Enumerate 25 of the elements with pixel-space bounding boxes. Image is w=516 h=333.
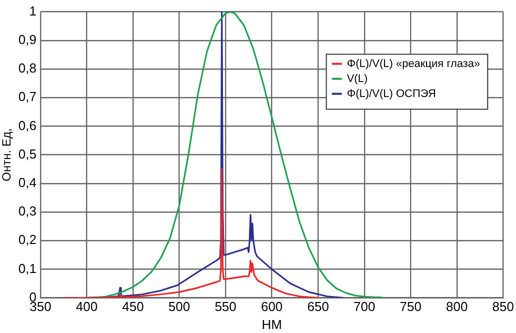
y-tick-label: 1	[29, 3, 36, 18]
y-tick-label: 0,6	[18, 118, 36, 133]
y-tick-label: 0,9	[18, 32, 36, 47]
legend-label: Φ(L)/V(L) «реакция глаза»	[346, 58, 480, 70]
y-tick-label: 0,7	[18, 89, 36, 104]
y-axis-title: Онтн. Ед,	[0, 128, 14, 182]
y-tick-label: 0,2	[18, 232, 36, 248]
y-tick-label: 0,4	[18, 174, 36, 190]
x-tick-label: 550	[214, 299, 236, 314]
legend-label: Φ(L)/V(L) ОСПЭЯ	[346, 88, 436, 100]
x-tick-label: 800	[446, 299, 468, 314]
x-tick-label: 500	[168, 299, 190, 314]
x-axis-title: НМ	[262, 316, 282, 332]
legend-label: V(L)	[346, 72, 368, 85]
y-tick-label: 0,3	[18, 204, 36, 219]
y-tick-label: 0,1	[18, 260, 36, 276]
y-tick-label: 0,8	[18, 60, 36, 76]
x-tick-label: 650	[307, 299, 329, 314]
x-tick-label: 450	[122, 299, 144, 314]
x-tick-label: 700	[354, 299, 376, 314]
y-tick-label: 0,5	[18, 146, 36, 162]
x-tick-label: 600	[260, 299, 283, 314]
x-tick-label: 400	[76, 299, 98, 314]
x-tick-label: 750	[400, 299, 422, 314]
x-tick-label: 850	[492, 299, 514, 314]
